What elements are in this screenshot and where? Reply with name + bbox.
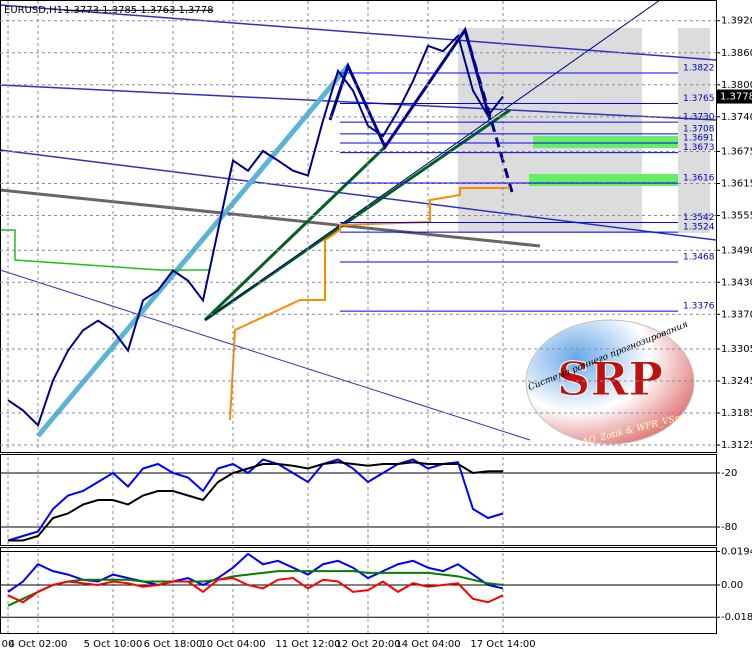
level-label: 1.3730: [683, 113, 715, 123]
series-line: [7, 570, 504, 607]
level-label: 1.3376: [683, 302, 715, 312]
main-frame: [0, 0, 717, 453]
green-zone: [529, 174, 678, 186]
x-tick-label: 00: [2, 639, 15, 650]
level-label: 1.3524: [683, 223, 715, 233]
y-tick-label: -20: [721, 468, 737, 479]
ohlc: 1.3773 1.3785 1.3763 1.3778: [64, 5, 214, 16]
x-tick-label: 5 Oct 10:00: [84, 639, 143, 650]
logo-text: SRP: [557, 352, 663, 406]
series-line: [7, 458, 504, 542]
trend-lines: [0, 0, 717, 441]
y-tick-label: 0.00: [721, 580, 743, 591]
series-line: [8, 461, 503, 542]
level-label: 1.3822: [683, 64, 715, 74]
y-tick-label: -0.01866: [721, 612, 752, 623]
level-label: 1.3691: [683, 133, 715, 143]
logo: SRP Система раннего прогнозирования AO_Z…: [525, 319, 699, 448]
last-price: 1.3778: [720, 92, 752, 103]
level-label: 1.3708: [683, 124, 715, 134]
green-zone: [533, 136, 678, 148]
y-tick-label: -80: [721, 522, 737, 533]
x-tick-label: 4 Oct 02:00: [9, 639, 68, 650]
x-tick-label: 17 Oct 14:00: [470, 639, 535, 650]
y-tick-label: 1.3370: [721, 309, 752, 320]
level-label: 1.3616: [683, 174, 715, 184]
level-label: 1.3673: [683, 143, 715, 153]
series-line: [7, 577, 504, 604]
y-tick-label: 1.3430: [721, 277, 752, 288]
last-price-box: [717, 89, 752, 104]
y-tick-label: 1.3555: [721, 211, 752, 222]
x-tick-label: 12 Oct 20:00: [335, 639, 400, 650]
x-tick-label: 14 Oct 04:00: [395, 639, 460, 650]
y-tick-label: 1.3920: [721, 16, 752, 27]
y-tick-label: 1.3615: [721, 179, 752, 190]
level-label: 1.3765: [683, 94, 715, 104]
y-tick-label: 1.3675: [721, 147, 752, 158]
y-tick-label: 1.3245: [721, 376, 752, 387]
y-tick-label: 1.3125: [721, 440, 752, 451]
y-tick-label: 1.3800: [721, 80, 752, 91]
y-tick-label: 0.01941: [721, 546, 752, 557]
x-tick-label: 11 Oct 12:00: [275, 639, 340, 650]
y-tick-label: 1.3860: [721, 48, 752, 59]
y-tick-label: 1.3185: [721, 408, 752, 419]
series-line: [7, 33, 504, 428]
zone-gap: [642, 28, 678, 233]
level-label: 1.3468: [683, 252, 715, 262]
x-tick-label: 6 Oct 18:00: [144, 639, 203, 650]
level-label: 1.3542: [683, 213, 715, 223]
y-tick-label: 1.3305: [721, 344, 752, 355]
panel-frame: [0, 454, 717, 546]
y-tick-label: 1.3490: [721, 245, 752, 256]
x-tick-label: 10 Oct 04:00: [200, 639, 265, 650]
chart-title: EURUSD,H1: [4, 5, 63, 16]
y-tick-label: 1.3740: [721, 112, 752, 123]
panel-frame: [0, 547, 717, 634]
